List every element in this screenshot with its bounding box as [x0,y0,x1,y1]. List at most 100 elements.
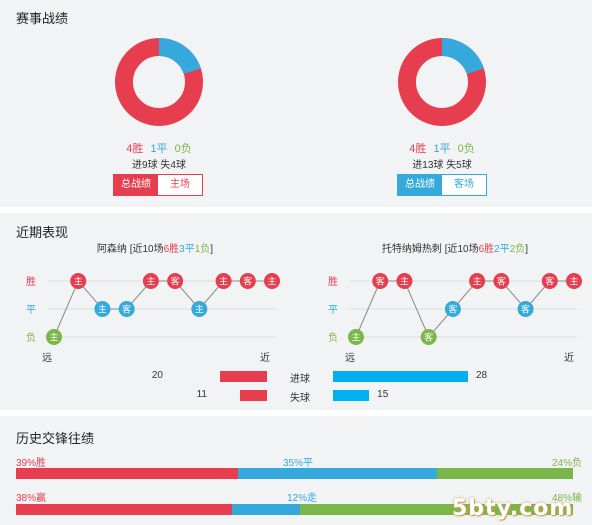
away-donut-chart [398,38,486,126]
home-losses: 0负 [174,143,192,155]
summary-wins: 6胜 [163,244,180,255]
home-conceded-bar [240,390,267,401]
form-venue-label: 主 [98,304,107,315]
h2h-loss-bar [436,468,573,479]
home-scored-value: 20 [151,370,163,381]
away-scored-bar [333,371,468,382]
summary-draws: 3平 [179,244,195,255]
home-donut-chart [115,38,203,126]
form-y-label-win: 胜 [328,276,338,288]
home-conceded-value: 11 [196,389,207,400]
form-venue-label: 客 [521,304,530,315]
form-venue-label: 主 [219,276,228,287]
divider [0,410,592,416]
form-point [70,273,87,289]
form-venue-label: 客 [243,276,252,287]
section-title: 近期表现 [16,225,69,240]
tab-home-venue[interactable]: 主场 [158,175,202,195]
home-draws: 1平 [150,143,168,155]
form-y-label-draw: 平 [328,305,338,316]
form-venue-label: 主 [49,332,58,343]
form-point [396,273,413,289]
form-point [239,273,256,289]
away-far-label: 远 [345,353,355,364]
h2h-loss-pct: 24%负 [552,458,583,469]
home-wins: 4胜 [126,143,144,155]
form-venue-label: 主 [267,276,276,287]
form-venue-label: 客 [424,332,433,343]
handicap-win-pct: 38%赢 [16,493,47,504]
form-point [46,329,62,345]
form-y-label-draw: 平 [26,305,36,316]
form-point [420,329,437,345]
form-point [215,273,232,289]
handicap-loss-pct: 48%输 [552,493,583,504]
form-venue-label: 客 [497,276,506,287]
away-record: 4胜 1平 0负 [382,140,502,156]
h2h-draw-bar [237,468,437,479]
section-title: 历史交锋往绩 [16,431,95,446]
form-venue-label: 主 [351,332,360,343]
form-point [444,301,461,317]
handicap-push-pct: 12%走 [287,493,318,504]
form-point [94,301,111,317]
away-form-chart: 胜平负 主客 主客客主 客客客主 [328,273,582,345]
summary-wins: 6胜 [478,244,495,255]
tab-away-total[interactable]: 总战绩 [398,175,442,195]
summary-losses: 2负 [509,244,526,255]
tab-away-venue[interactable]: 客场 [442,175,486,195]
home-record: 4胜 1平 0负 [99,140,219,156]
home-team-name: 阿森纳 [96,244,127,255]
home-goals-text: 进9球 失4球 [132,160,186,171]
form-venue-label: 主 [473,276,482,287]
form-y-label-win: 胜 [26,276,36,288]
form-venue-label: 客 [448,304,457,315]
form-venue-label: 客 [376,276,385,287]
summary-prefix: [近10场 [126,244,164,255]
section-match-record: 赛事战绩 4胜 1平 0负 进9球 失4球 总战绩 主场 4胜 1平 0负 进1… [0,0,592,207]
tab-home-total[interactable]: 总战绩 [114,175,158,195]
form-point [118,301,135,317]
form-venue-label: 客 [171,276,180,287]
form-y-label-loss: 负 [328,331,338,344]
handicap-push-bar [231,504,301,515]
donut-draw-segment [441,38,484,75]
form-point [541,273,558,289]
form-point [264,273,280,289]
form-line [53,280,272,338]
home-form-header: 阿森纳 [近10场6胜3平1负] [40,240,270,255]
form-point [142,273,159,289]
form-point [517,301,534,317]
form-point [566,273,582,289]
form-point [469,273,486,289]
away-wins: 4胜 [409,143,427,155]
summary-losses: 1负 [194,244,211,255]
form-point [348,329,364,345]
away-goals-text: 进13球 失5球 [412,160,472,171]
form-venue-label: 客 [545,276,554,287]
away-scored-value: 28 [476,370,488,381]
h2h-draw-pct: 35%平 [283,458,314,469]
away-team-name: 托特纳姆热刺 [381,244,442,255]
form-point [493,273,510,289]
summary-suffix: ] [525,244,529,255]
section-head-to-head: 历史交锋往绩 39%胜 35%平 24%负 38%赢 12%走 48%输 5bt… [0,416,592,525]
donut-draw-segment [158,38,201,75]
summary-prefix: [近10场 [441,244,479,255]
form-venue-label: 主 [146,276,155,287]
divider [0,207,592,213]
form-venue-label: 主 [400,276,409,287]
form-line [355,280,574,338]
section-title: 赛事战绩 [16,11,69,26]
away-form-header: 托特纳姆热刺 [近10场6胜2平2负] [340,240,570,255]
h2h-win-pct: 39%胜 [16,458,47,469]
watermark-logo: 5bty.com [452,496,574,521]
form-venue-label: 主 [74,276,83,287]
away-conceded-bar [333,390,370,401]
form-venue-label: 主 [195,304,204,315]
home-tabs: 总战绩 主场 [113,174,203,196]
section-recent-form: 近期表现 阿森纳 [近10场6胜3平1负] 托特纳姆热刺 [近10场6胜2平2负… [0,213,592,410]
home-scored-bar [219,371,267,382]
handicap-loss-bar [300,504,573,515]
away-losses: 0负 [457,143,475,155]
